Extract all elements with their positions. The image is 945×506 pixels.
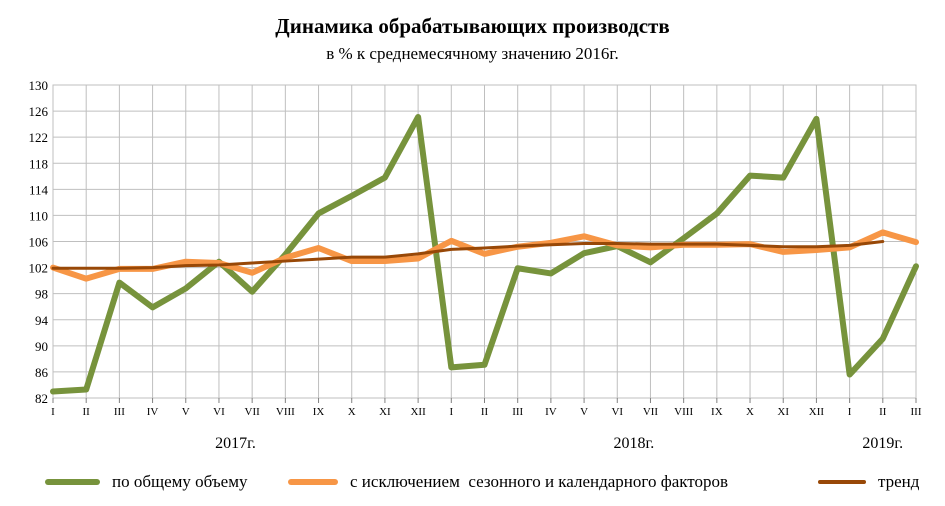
x-tick-label-1: II: [83, 406, 91, 418]
x-tick-label-11: XII: [410, 406, 426, 418]
x-tick-label-22: XI: [777, 406, 789, 418]
year-label-2: 2019г.: [862, 435, 903, 452]
x-tick-label-13: II: [481, 406, 489, 418]
y-tick-label-6: 106: [29, 235, 49, 250]
chart-title: Динамика обрабатывающих производств: [275, 14, 670, 38]
year-label-1: 2018г.: [613, 435, 654, 452]
x-tick-label-15: IV: [545, 406, 557, 418]
y-tick-label-1: 86: [35, 365, 49, 380]
x-tick-label-10: XI: [379, 406, 391, 418]
y-tick-label-10: 122: [29, 130, 49, 145]
x-tick-label-2: III: [114, 406, 125, 418]
x-tick-label-23: XII: [809, 406, 825, 418]
legend-label-trend: тренд: [878, 472, 920, 491]
x-tick-label-18: VII: [643, 406, 659, 418]
y-tick-label-2: 90: [35, 339, 48, 354]
y-tick-label-5: 102: [29, 261, 49, 276]
x-tick-label-21: X: [746, 406, 754, 418]
x-tick-label-7: VIII: [276, 406, 295, 418]
y-tick-label-0: 82: [35, 391, 48, 406]
y-tick-label-3: 94: [35, 313, 49, 328]
legend-swatch-adjusted: [288, 479, 338, 485]
x-tick-label-3: IV: [147, 406, 159, 418]
x-tick-label-16: V: [580, 406, 588, 418]
series-line-total: [50, 113, 919, 395]
legend-item-total: по общему объему: [45, 472, 247, 492]
legend-item-trend: тренд: [818, 472, 919, 492]
x-tick-label-9: X: [348, 406, 356, 418]
legend-item-adjusted: с исключением сезонного и календарного ф…: [288, 472, 728, 492]
x-tick-label-24: I: [848, 406, 852, 418]
series-line-adjusted: [50, 229, 919, 282]
x-tick-label-17: VI: [611, 406, 623, 418]
chart-subtitle: в % к среднемесячному значению 2016г.: [326, 44, 619, 63]
x-tick-label-6: VII: [245, 406, 261, 418]
legend: по общему объему с исключением сезонного…: [0, 472, 945, 500]
y-tick-label-9: 118: [29, 156, 48, 171]
y-tick-label-4: 98: [35, 287, 48, 302]
y-tick-label-8: 114: [29, 182, 49, 197]
x-tick-label-4: V: [182, 406, 190, 418]
x-tick-label-14: III: [512, 406, 523, 418]
series-line-trend: [51, 240, 885, 270]
x-tick-label-0: I: [51, 406, 55, 418]
y-tick-label-7: 110: [29, 208, 48, 223]
x-tick-label-12: I: [449, 406, 453, 418]
y-tick-label-11: 126: [29, 104, 49, 119]
x-tick-label-26: III: [911, 406, 922, 418]
x-tick-label-25: II: [879, 406, 887, 418]
legend-label-adjusted: с исключением сезонного и календарного ф…: [350, 472, 729, 491]
legend-swatch-trend: [818, 480, 866, 484]
x-tick-label-19: VIII: [674, 406, 693, 418]
legend-swatch-total: [45, 479, 100, 485]
x-tick-label-20: IX: [711, 406, 723, 418]
y-tick-label-12: 130: [29, 78, 49, 93]
x-tick-label-5: VI: [213, 406, 225, 418]
legend-label-total: по общему объему: [112, 472, 248, 491]
x-tick-label-8: IX: [313, 406, 325, 418]
year-label-0: 2017г.: [215, 435, 256, 452]
